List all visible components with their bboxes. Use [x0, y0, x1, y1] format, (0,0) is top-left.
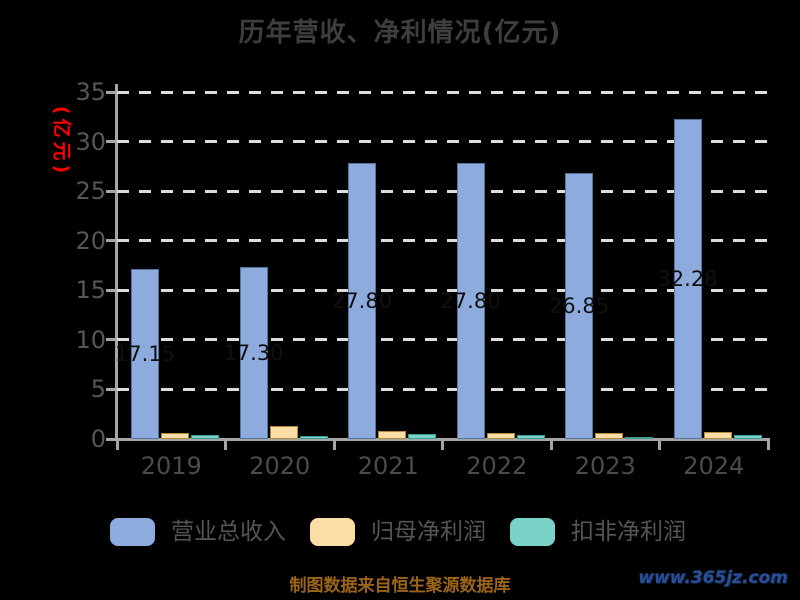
bar-扣非净利润-2021: [408, 434, 436, 439]
gridline-y-5: [117, 387, 768, 391]
y-tick-label: 20: [75, 226, 106, 255]
bar-value-label: 27.80: [331, 289, 393, 313]
bar-归母净利润-2019: [161, 433, 189, 439]
y-axis-line: [115, 84, 118, 441]
y-tick-mark: [106, 288, 115, 292]
y-tick-label: 30: [75, 127, 106, 156]
y-tick-label: 10: [75, 325, 106, 354]
x-tick-mark: [441, 441, 444, 450]
x-tick-mark: [549, 441, 553, 450]
legend-item-营业总收入: 营业总收入: [110, 518, 286, 546]
bar-value-label: 17.15: [114, 342, 176, 366]
y-tick-mark: [106, 239, 115, 243]
gridline-y-30: [117, 140, 768, 144]
legend: 营业总收入 归母净利润 扣非净利润: [0, 518, 800, 550]
legend-swatch-扣非净利润: [510, 518, 555, 546]
bar-value-label: 27.80: [440, 289, 501, 313]
bar-营业总收入-2023: 26.85: [549, 173, 609, 439]
y-tick-mark: [106, 189, 115, 193]
x-tick-mark: [332, 441, 336, 450]
y-tick-label: 0: [90, 425, 106, 453]
y-tick-label: 35: [75, 78, 106, 106]
x-tick-mark: [766, 441, 770, 450]
bar-归母净利润-2020: [269, 426, 298, 439]
legend-swatch-归母净利润: [310, 518, 355, 546]
legend-item-归母净利润: 归母净利润: [310, 518, 486, 546]
x-tick-label-2019: 2019: [140, 452, 202, 480]
gridline-y-35: [117, 90, 768, 94]
y-tick-mark: [106, 338, 115, 342]
y-tick-label: 5: [90, 375, 106, 404]
bar-归母净利润-2021: [378, 431, 406, 439]
legend-label-营业总收入: 营业总收入: [171, 519, 286, 545]
data-source-credit: 制图数据来自恒生聚源数据库: [289, 576, 511, 596]
bar-扣非净利润-2024: [733, 435, 762, 439]
y-tick-mark: [106, 140, 115, 144]
bar-value-label: 26.85: [548, 294, 610, 318]
gridline-y-10: [117, 338, 768, 342]
bar-营业总收入-2022: 27.80: [440, 163, 501, 439]
bar-营业总收入-2024: 32.28: [657, 119, 718, 439]
bar-归母净利润-2022: [486, 433, 515, 439]
site-watermark: www.365jz.com: [638, 568, 788, 588]
y-tick-mark: [106, 90, 115, 94]
y-tick-label: 15: [75, 276, 106, 305]
bar-扣非净利润-2023: [625, 437, 653, 439]
plot-area: 0 5 10 15 20 25 30 35 17.15 2019 17.30 2020 27.80 202…: [75, 78, 770, 480]
legend-item-扣非净利润: 扣非净利润: [510, 518, 686, 546]
gridline-y-20: [117, 239, 768, 243]
x-tick-label-2021: 2021: [357, 452, 419, 480]
bar-扣非净利润-2022: [516, 435, 545, 439]
bar-扣非净利润-2020: [299, 436, 328, 439]
bar-value-label: 17.30: [223, 341, 284, 365]
bar-value-label: 32.28: [657, 267, 718, 291]
x-axis-line: [115, 438, 770, 441]
x-tick-mark: [115, 441, 119, 450]
bar-扣非净利润-2019: [191, 435, 219, 439]
bar-营业总收入-2019: 17.15: [115, 269, 175, 439]
x-tick-label-2020: 2020: [249, 452, 311, 480]
y-tick-mark: [106, 387, 115, 391]
x-tick-mark: [224, 441, 227, 450]
x-tick-label-2023: 2023: [574, 452, 636, 480]
bar-营业总收入-2021: 27.80: [332, 163, 392, 439]
legend-label-归母净利润: 归母净利润: [371, 519, 486, 545]
x-tick-label-2024: 2024: [683, 452, 745, 480]
bar-营业总收入-2020: 17.30: [223, 267, 284, 439]
x-tick-mark: [658, 441, 661, 450]
gridline-y-15: [117, 288, 768, 292]
y-tick-mark: [106, 437, 115, 441]
bar-归母净利润-2024: [703, 432, 732, 439]
y-tick-label: 25: [75, 177, 106, 206]
chart-title: 历年营收、净利情况(亿元): [238, 18, 562, 48]
gridline-y-25: [117, 189, 768, 193]
legend-label-扣非净利润: 扣非净利润: [571, 519, 686, 545]
legend-swatch-营业总收入: [110, 518, 155, 546]
bar-归母净利润-2023: [595, 433, 623, 439]
x-tick-label-2022: 2022: [466, 452, 528, 480]
